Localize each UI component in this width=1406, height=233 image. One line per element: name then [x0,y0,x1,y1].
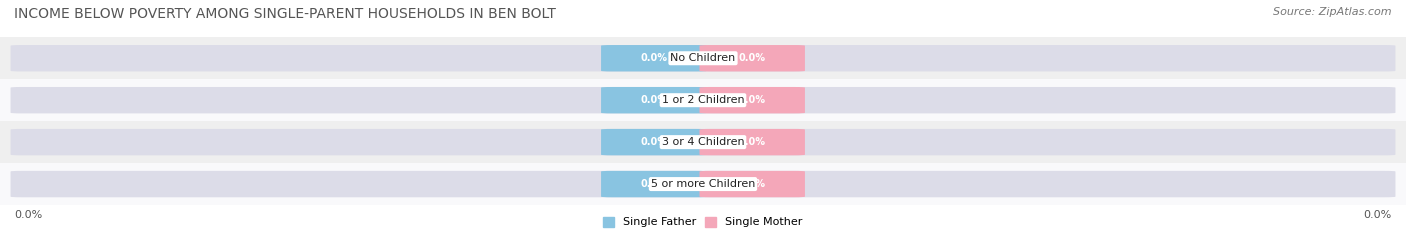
FancyBboxPatch shape [10,129,1395,155]
FancyBboxPatch shape [700,171,804,197]
FancyBboxPatch shape [10,87,1395,113]
Text: 5 or more Children: 5 or more Children [651,179,755,189]
Legend: Single Father, Single Mother: Single Father, Single Mother [603,217,803,227]
FancyBboxPatch shape [602,129,707,155]
Bar [0,121,1406,163]
Text: No Children: No Children [671,53,735,63]
Text: 0.0%: 0.0% [738,137,766,147]
Text: Source: ZipAtlas.com: Source: ZipAtlas.com [1274,7,1392,17]
Text: 0.0%: 0.0% [1364,210,1392,220]
Bar [0,163,1406,205]
FancyBboxPatch shape [602,45,707,72]
Text: 1 or 2 Children: 1 or 2 Children [662,95,744,105]
FancyBboxPatch shape [602,87,707,113]
FancyBboxPatch shape [700,129,804,155]
Text: 0.0%: 0.0% [640,53,668,63]
FancyBboxPatch shape [700,45,804,72]
Text: 0.0%: 0.0% [640,137,668,147]
Bar [0,37,1406,79]
Text: INCOME BELOW POVERTY AMONG SINGLE-PARENT HOUSEHOLDS IN BEN BOLT: INCOME BELOW POVERTY AMONG SINGLE-PARENT… [14,7,555,21]
FancyBboxPatch shape [700,87,804,113]
Text: 0.0%: 0.0% [640,179,668,189]
Text: 0.0%: 0.0% [14,210,42,220]
FancyBboxPatch shape [10,45,1395,72]
Bar [0,79,1406,121]
Text: 0.0%: 0.0% [738,95,766,105]
Text: 0.0%: 0.0% [738,53,766,63]
Text: 3 or 4 Children: 3 or 4 Children [662,137,744,147]
Text: 0.0%: 0.0% [738,179,766,189]
FancyBboxPatch shape [602,171,707,197]
FancyBboxPatch shape [10,171,1395,197]
Text: 0.0%: 0.0% [640,95,668,105]
